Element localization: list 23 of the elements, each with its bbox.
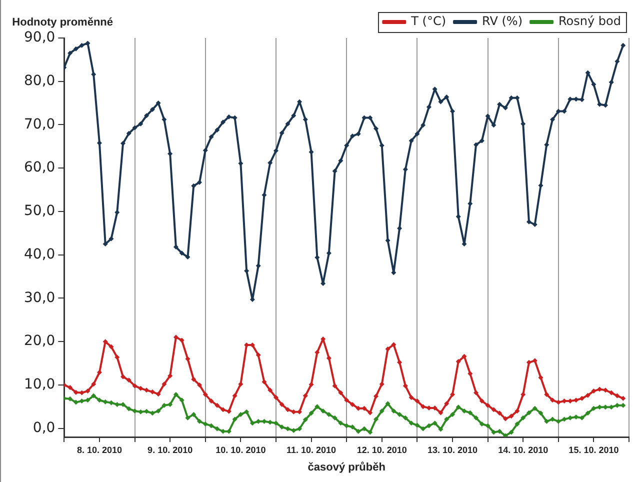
y-tick-label: 20,0 [24, 333, 56, 350]
y-tick-label: 0,0 [32, 420, 56, 436]
y-tick-label: 50,0 [24, 203, 56, 220]
x-axis-title: časový průběh [308, 461, 386, 474]
x-tick-label: 8. 10. 2010 [76, 444, 122, 455]
y-tick-label: 80,0 [24, 73, 56, 90]
x-tick-label: 11. 10. 2010 [286, 444, 336, 455]
y-axis-title: Hodnoty proměnné [12, 16, 114, 29]
x-tick-label: 14. 10. 2010 [498, 444, 548, 455]
y-tick-label: 10,0 [24, 376, 56, 393]
y-tick-label: 90,0 [24, 30, 56, 46]
y-tick-label: 30,0 [24, 290, 56, 306]
x-tick-label: 12. 10. 2010 [356, 444, 407, 455]
y-tick-label: 70,0 [24, 116, 56, 132]
x-tick-label: 10. 10. 2010 [216, 444, 266, 455]
legend-label: Rosný bod [558, 14, 622, 28]
x-tick-label: 15. 10. 2010 [568, 444, 619, 455]
legend-label: RV (%) [482, 14, 523, 28]
x-tick-label: 9. 10. 2010 [148, 444, 193, 455]
legend-label: T (°C) [410, 14, 446, 28]
y-tick-label: 40,0 [24, 246, 56, 262]
x-tick-label: 13. 10. 2010 [427, 444, 478, 455]
y-tick-label: 60,0 [24, 160, 56, 176]
